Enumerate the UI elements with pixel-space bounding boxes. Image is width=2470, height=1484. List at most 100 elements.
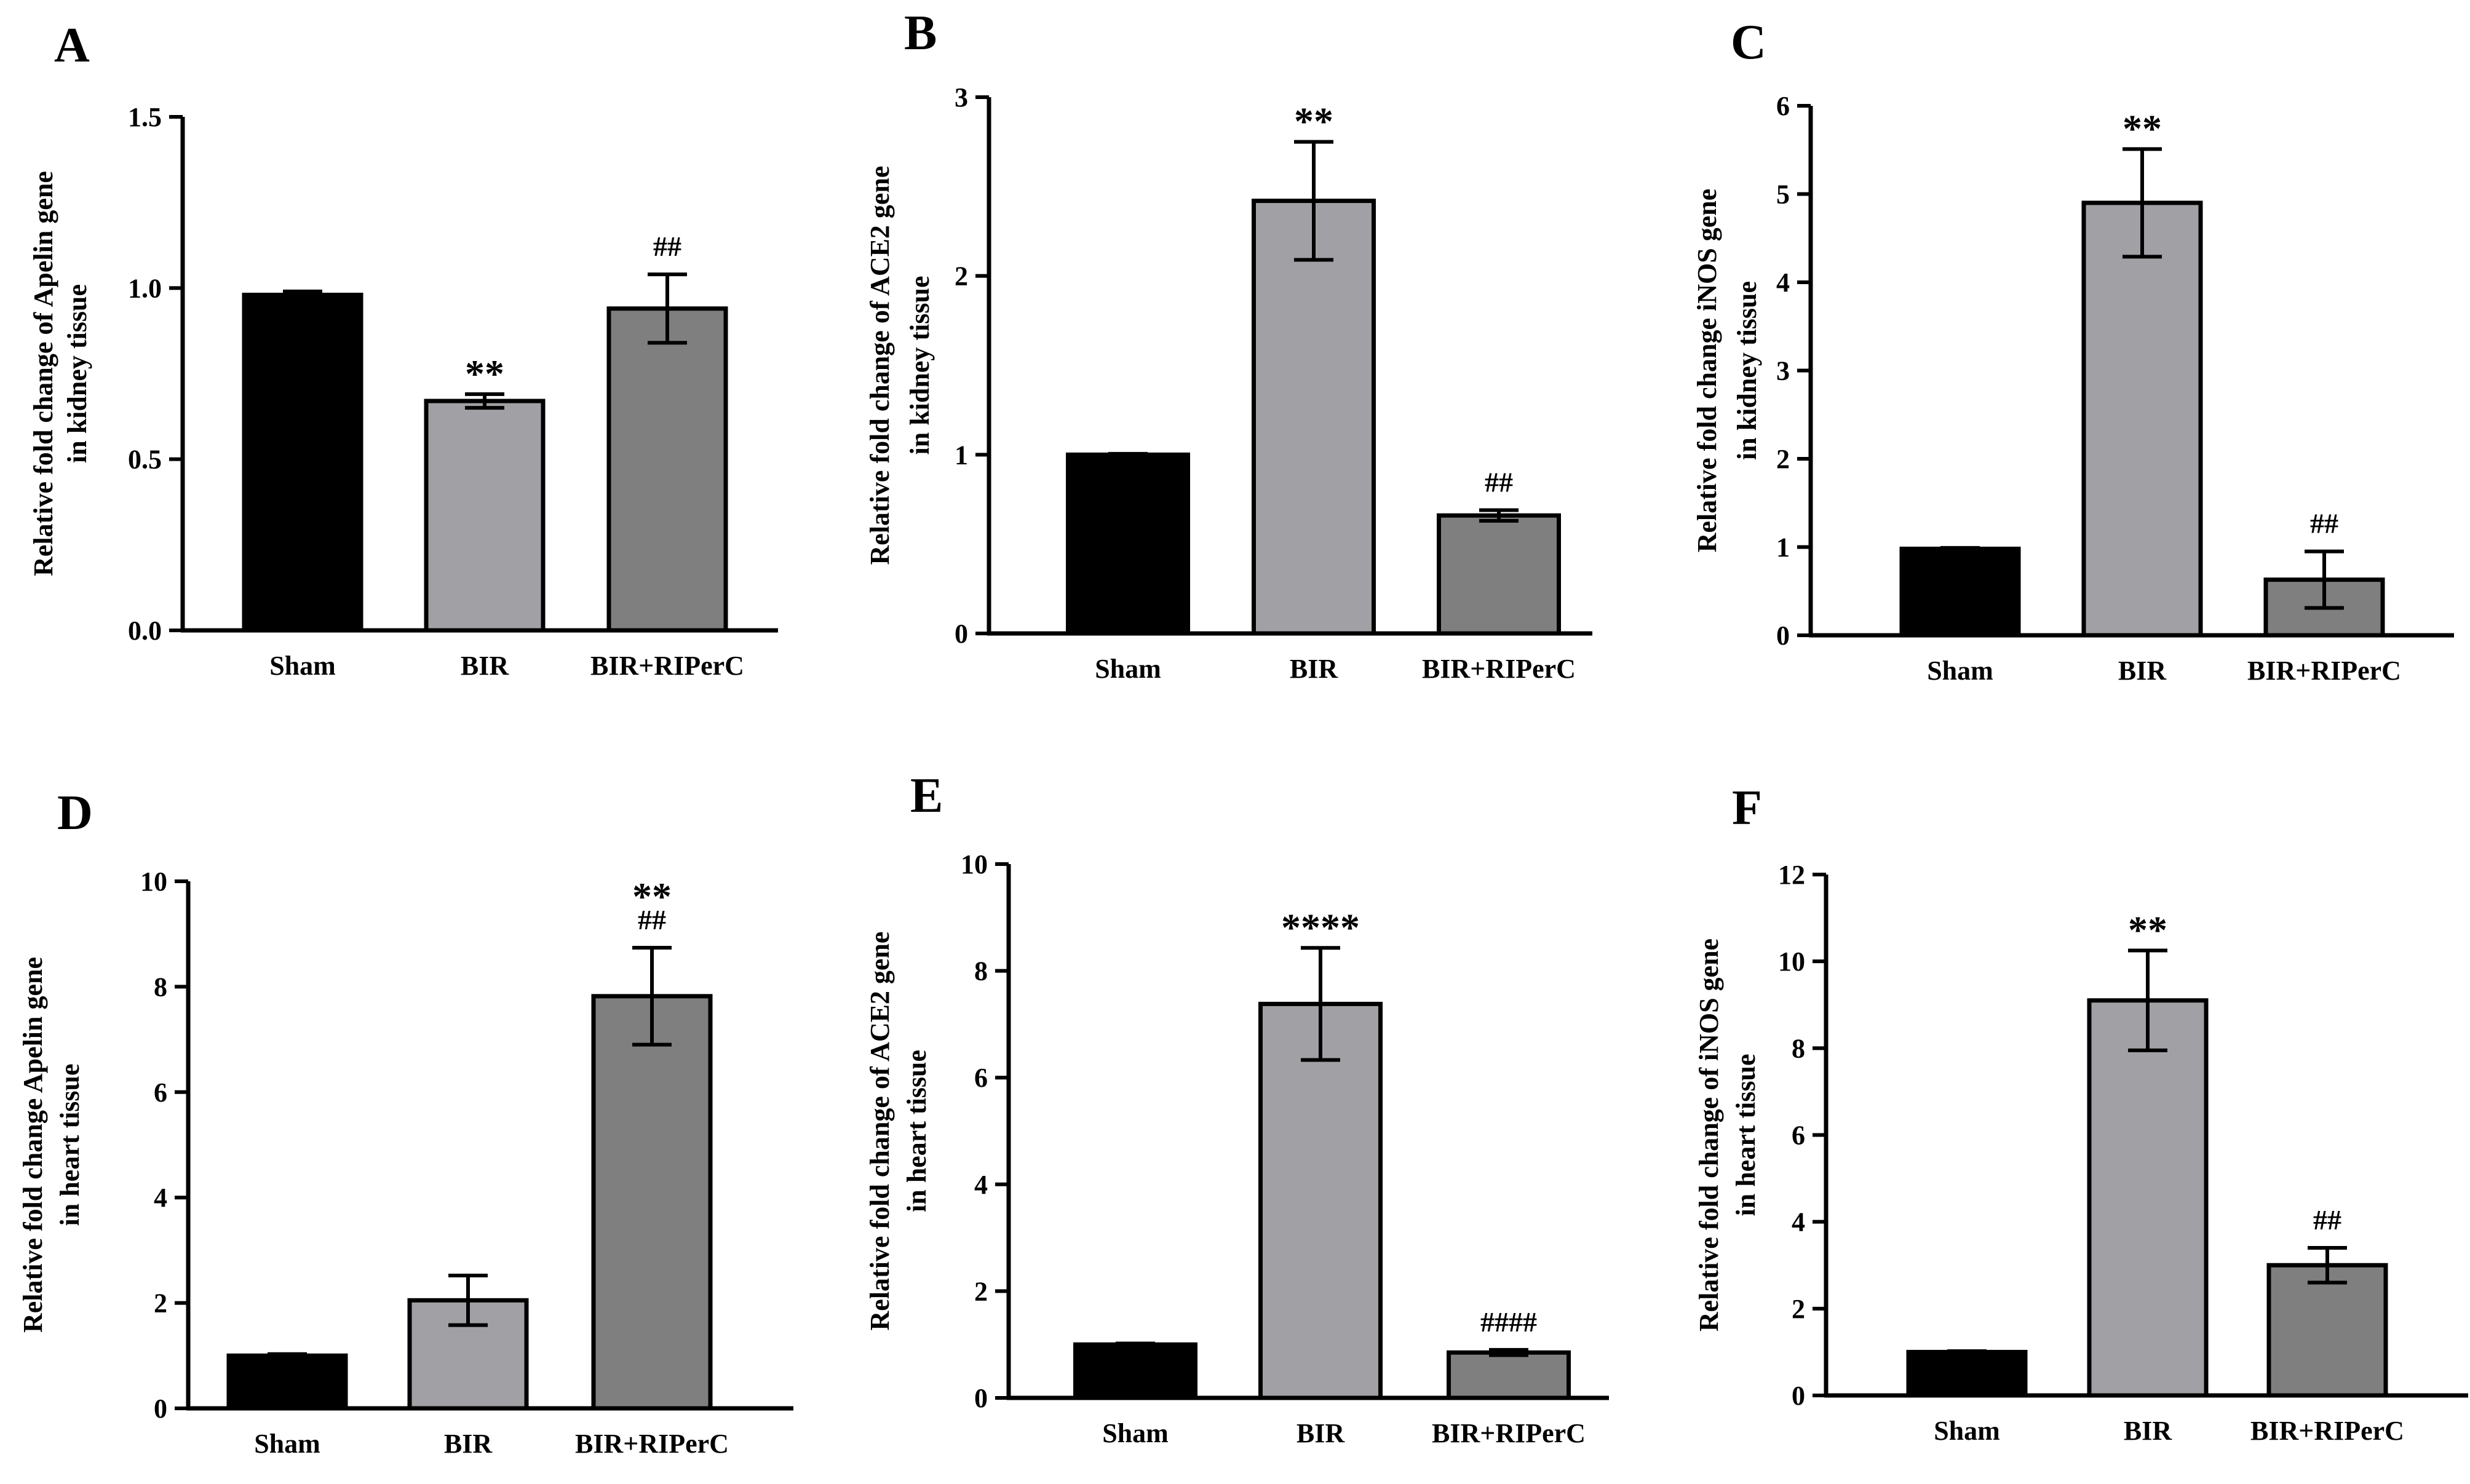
x-tick-label: BIR+RIPerC bbox=[1422, 654, 1576, 684]
bar-bir-riperc bbox=[1447, 1350, 1571, 1400]
error-bar bbox=[1947, 1349, 1987, 1355]
y-axis-label: Relative fold change Apelin gene bbox=[18, 957, 48, 1333]
y-axis-label: Relative fold change of ACE2 gene bbox=[865, 932, 895, 1331]
panel-letter: C bbox=[1731, 15, 1766, 69]
y-axis-label: in kidney tissue bbox=[62, 284, 92, 463]
y-axis-label: in heart tissue bbox=[1731, 1054, 1761, 1216]
x-tick-label: Sham bbox=[1102, 1418, 1169, 1448]
y-tick-label: 4 bbox=[1792, 1207, 1805, 1237]
significance-star: ** bbox=[2123, 106, 2162, 150]
y-tick-label: 0.0 bbox=[128, 616, 162, 646]
y-tick-label: 10 bbox=[140, 867, 167, 897]
panel-letter: A bbox=[54, 18, 90, 73]
y-tick-label: 3 bbox=[955, 82, 968, 113]
x-tick-label: BIR+RIPerC bbox=[590, 651, 744, 681]
x-tick-label: Sham bbox=[254, 1429, 320, 1459]
x-tick-label: Sham bbox=[1934, 1416, 2000, 1446]
significance-hash: #### bbox=[1480, 1306, 1537, 1338]
x-tick-label: Sham bbox=[1927, 656, 1993, 686]
x-tick-label: BIR bbox=[1297, 1418, 1345, 1448]
bar-bir bbox=[424, 399, 546, 633]
y-tick-label: 10 bbox=[1778, 946, 1805, 977]
error-bar bbox=[465, 392, 504, 410]
error-bar bbox=[1116, 1341, 1155, 1347]
chart-panel-a: A Sham ** BIR ## BIR+RIPerC 0.0 0.5 1.0 1.5 Relati… bbox=[28, 18, 778, 681]
y-tick-label: 6 bbox=[154, 1077, 167, 1108]
significance-star: **** bbox=[1281, 905, 1360, 949]
y-axis-label: Relative fold change of Apelin gene bbox=[28, 171, 58, 576]
y-tick-label: 2 bbox=[955, 261, 968, 292]
y-axis-label: in kidney tissue bbox=[1732, 281, 1762, 460]
bar-bir bbox=[2081, 200, 2203, 638]
y-tick-label: 2 bbox=[1792, 1294, 1805, 1324]
y-tick-label: 1 bbox=[1776, 533, 1790, 563]
y-tick-label: 0 bbox=[974, 1383, 988, 1413]
x-tick-label: Sham bbox=[1095, 654, 1161, 684]
bar-sham bbox=[1066, 452, 1190, 636]
x-tick-label: BIR bbox=[1290, 654, 1338, 684]
y-tick-label: 2 bbox=[1776, 444, 1790, 474]
error-bar bbox=[1108, 451, 1148, 458]
error-bar bbox=[1489, 1347, 1528, 1357]
error-bar bbox=[1940, 546, 1980, 552]
x-tick-label: BIR+RIPerC bbox=[2250, 1416, 2404, 1446]
bar-bir-riperc bbox=[1437, 513, 1561, 636]
y-tick-label: 4 bbox=[974, 1170, 988, 1200]
error-bar bbox=[448, 1274, 488, 1327]
y-tick-label: 0 bbox=[1776, 621, 1790, 651]
significance-star: ** bbox=[632, 875, 672, 918]
y-tick-label: 12 bbox=[1778, 860, 1805, 890]
chart-panel-e: E Sham **** BIR #### BIR+RIPerC 0 2 4 6 8 10 Relativ… bbox=[865, 769, 1609, 1448]
y-tick-label: 4 bbox=[154, 1183, 167, 1213]
chart-panel-b: B Sham ** BIR ## BIR+RIPerC 0 1 2 3 Relative fold … bbox=[865, 6, 1592, 684]
error-bar bbox=[648, 272, 687, 345]
significance-star: ** bbox=[1294, 100, 1333, 143]
error-bar bbox=[2128, 948, 2167, 1052]
y-axis-label: in kidney tissue bbox=[905, 276, 935, 455]
bar-bir bbox=[1258, 1001, 1383, 1400]
y-axis-label: in heart tissue bbox=[55, 1064, 85, 1226]
significance-hash: ## bbox=[638, 904, 666, 935]
y-tick-label: 3 bbox=[1776, 356, 1790, 386]
bar-bir-riperc bbox=[606, 306, 728, 633]
y-tick-label: 2 bbox=[154, 1288, 167, 1319]
panel-letter: E bbox=[910, 769, 943, 823]
bar-sham bbox=[1906, 1349, 2028, 1398]
y-tick-label: 6 bbox=[1776, 91, 1790, 121]
error-bar bbox=[2308, 1246, 2347, 1285]
significance-hash: ## bbox=[1485, 466, 1513, 498]
y-tick-label: 5 bbox=[1776, 180, 1790, 210]
y-tick-label: 0 bbox=[154, 1394, 167, 1424]
y-tick-label: 1 bbox=[955, 440, 968, 470]
y-tick-label: 1.5 bbox=[128, 102, 162, 132]
bar-sham bbox=[226, 1353, 348, 1411]
error-bar bbox=[1294, 140, 1333, 262]
bar-bir-riperc bbox=[2266, 1263, 2388, 1398]
error-bar bbox=[2123, 147, 2162, 259]
bar-bir bbox=[2087, 998, 2209, 1398]
y-tick-label: 1.0 bbox=[128, 273, 162, 303]
x-tick-label: BIR+RIPerC bbox=[2247, 656, 2401, 686]
panel-letter: F bbox=[1732, 781, 1762, 835]
y-axis-label: Relative fold change of ACE2 gene bbox=[865, 166, 895, 565]
significance-star: ** bbox=[2128, 908, 2167, 952]
significance-hash: ## bbox=[2310, 508, 2338, 539]
y-tick-label: 0 bbox=[1792, 1381, 1805, 1411]
chart-panel-d: D Sham BIR ##** BIR+RIPerC 0 2 4 6 8 10 Relative fo… bbox=[18, 786, 793, 1459]
error-bar bbox=[2305, 549, 2344, 610]
x-tick-label: BIR+RIPerC bbox=[575, 1429, 729, 1459]
y-axis-label: Relative fold change of iNOS gene bbox=[1694, 938, 1724, 1331]
y-tick-label: 8 bbox=[154, 972, 167, 1002]
x-tick-label: Sham bbox=[269, 651, 336, 681]
panel-letter: D bbox=[57, 786, 93, 840]
y-axis-label: in heart tissue bbox=[902, 1050, 932, 1212]
x-tick-label: BIR bbox=[2118, 656, 2167, 686]
significance-hash: ## bbox=[2313, 1204, 2341, 1236]
chart-panel-f: F Sham ** BIR ## BIR+RIPerC 0 2 4 6 8 10 12 Relative … bbox=[1694, 781, 2468, 1446]
bar-bir-riperc bbox=[591, 994, 713, 1411]
error-bar bbox=[1301, 946, 1340, 1062]
error-bar bbox=[632, 945, 672, 1047]
x-tick-label: BIR+RIPerC bbox=[1432, 1418, 1586, 1448]
bar-sham bbox=[1073, 1342, 1197, 1400]
y-axis-label: Relative fold change iNOS gene bbox=[1692, 189, 1722, 553]
